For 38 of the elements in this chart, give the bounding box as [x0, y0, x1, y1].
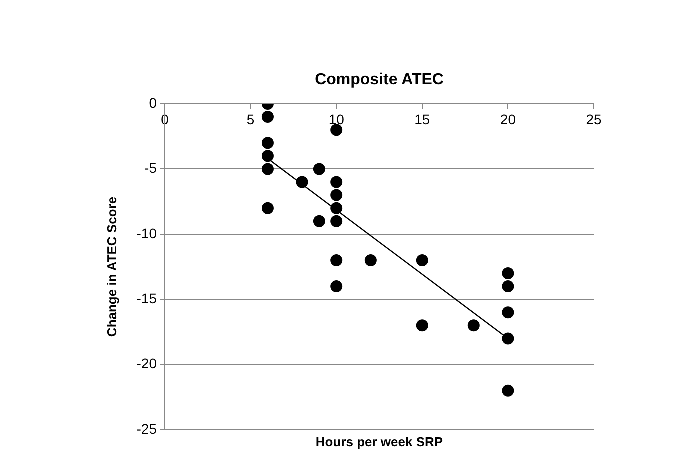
x-tick-label: 15: [414, 111, 430, 128]
point: [262, 111, 274, 124]
point: [416, 320, 428, 332]
point: [313, 215, 326, 228]
point: [416, 254, 428, 266]
point: [330, 124, 343, 136]
point: [262, 137, 274, 150]
point: [330, 176, 343, 188]
point: [330, 215, 343, 228]
point: [262, 163, 274, 176]
x-axis-title: Hours per week SRP: [316, 434, 444, 450]
point: [502, 268, 514, 280]
point: [502, 384, 514, 397]
point: [330, 202, 343, 214]
point: [330, 254, 343, 266]
y-axis-title: Change in ATEC Score: [104, 196, 120, 338]
point: [313, 163, 326, 176]
point: [262, 202, 274, 214]
chart-title: Composite ATEC: [315, 71, 444, 88]
point: [262, 150, 274, 162]
point: [296, 176, 308, 188]
y-tick-label: -25: [136, 420, 158, 437]
point: [502, 332, 514, 345]
y-tick-label: -15: [136, 290, 158, 306]
x-tick-label: 20: [500, 111, 516, 128]
x-tick-label: 5: [246, 111, 255, 128]
y-tick-label: -5: [144, 160, 158, 176]
y-tick-label: -20: [136, 356, 158, 372]
y-tick-label: 0: [149, 94, 158, 111]
point: [502, 306, 514, 319]
point: [502, 280, 514, 293]
point: [330, 189, 343, 202]
x-tick-label: 25: [586, 111, 602, 128]
point: [364, 254, 377, 266]
x-tick-label: 10: [328, 111, 345, 128]
point: [468, 320, 480, 332]
y-tick-label: -10: [136, 225, 158, 242]
point: [330, 280, 343, 293]
